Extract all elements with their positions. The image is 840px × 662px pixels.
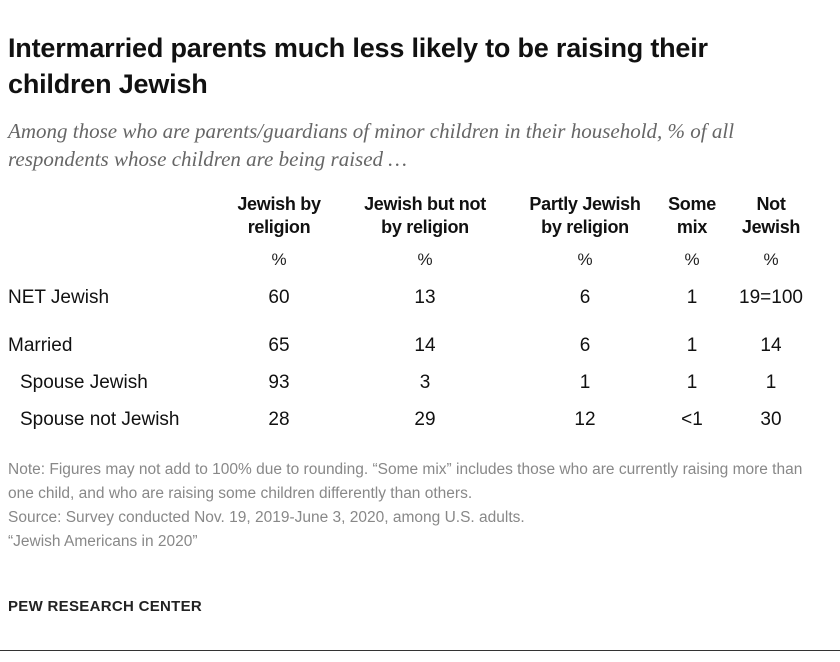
table-cell: 65 <box>268 335 290 356</box>
table-cell: 1 <box>686 372 698 393</box>
table-cell: 1 <box>686 335 698 356</box>
column-header-line: Jewish by <box>237 194 321 214</box>
table-cell: 1 <box>686 287 698 308</box>
column-header-line: by religion <box>381 217 469 237</box>
table-cell: <1 <box>681 409 703 430</box>
unit-label: % <box>763 250 779 269</box>
table-cell: 30 <box>760 409 782 430</box>
column-header: Jewish but not by religion <box>364 193 486 239</box>
chart-title: Intermarried parents much less likely to… <box>8 33 708 99</box>
note-text: Note: Figures may not add to 100% due to… <box>8 461 803 502</box>
column-header: Not Jewish <box>741 193 801 239</box>
table-cell: 93 <box>268 372 290 393</box>
row-label: Married <box>8 335 73 356</box>
column-header-line: Some <box>668 194 716 214</box>
row-label: NET Jewish <box>8 287 110 308</box>
table-cell: 6 <box>579 287 591 308</box>
column-header-line: Jewish <box>741 217 801 237</box>
column-header-line: by religion <box>541 217 629 237</box>
column-header-line: Jewish but not <box>364 194 486 214</box>
unit-label: % <box>684 250 700 269</box>
notes: Note: Figures may not add to 100% due to… <box>8 458 808 554</box>
table-cell: 12 <box>574 409 596 430</box>
table-cell: 14 <box>760 335 782 356</box>
unit-label: % <box>577 250 593 269</box>
column-header-line: Partly Jewish <box>529 194 641 214</box>
unit-label: % <box>417 250 433 269</box>
source-text: Source: Survey conducted Nov. 19, 2019-J… <box>8 509 525 526</box>
report-title: “Jewish Americans in 2020” <box>8 533 198 550</box>
table-cell: 29 <box>414 409 436 430</box>
column-header-line: Not <box>756 194 786 214</box>
table-cell: 60 <box>268 287 290 308</box>
column-header-line: mix <box>676 217 708 237</box>
table-cell: 19=100 <box>739 287 803 308</box>
column-header-line: religion <box>247 217 311 237</box>
column-header: Some mix <box>668 193 716 239</box>
table-cell: 3 <box>419 372 431 393</box>
table-cell: 1 <box>765 372 777 393</box>
column-header: Jewish by religion <box>237 193 321 239</box>
chart-subtitle: Among those who are parents/guardians of… <box>8 119 735 171</box>
bottom-rule <box>0 650 840 651</box>
brand-logo-text: PEW RESEARCH CENTER <box>8 598 203 615</box>
column-header: Partly Jewish by religion <box>529 193 640 239</box>
table-cell: 1 <box>579 372 591 393</box>
table-cell: 14 <box>414 335 436 356</box>
table-cell: 28 <box>268 409 290 430</box>
row-label: Spouse Jewish <box>20 372 148 393</box>
table-cell: 13 <box>414 287 436 308</box>
unit-label: % <box>271 250 287 269</box>
row-label: Spouse not Jewish <box>20 409 180 430</box>
table-cell: 6 <box>579 335 591 356</box>
